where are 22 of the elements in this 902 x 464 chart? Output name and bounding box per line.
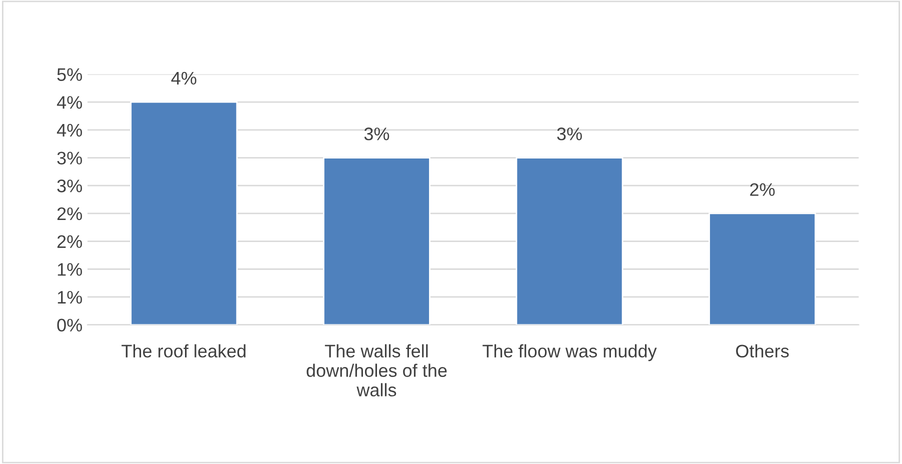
y-tick-label: 2% [57, 235, 82, 248]
y-tick-label: 1% [58, 263, 82, 276]
x-tick-label: The roof leaked [122, 344, 246, 358]
bar [322, 157, 430, 325]
data-label: 3% [557, 128, 582, 140]
y-tick-label: 4% [56, 124, 82, 137]
data-label: 3% [364, 128, 390, 140]
x-tick-label: The walls fell down/holes of the walls [306, 344, 447, 396]
y-tick-label: 3% [57, 180, 82, 192]
data-label: 2% [750, 183, 775, 196]
y-tick-label: 1% [58, 290, 82, 304]
y-tick-label: 5% [57, 68, 82, 81]
bar [516, 157, 624, 325]
y-tick-label: 2% [57, 207, 82, 220]
x-tick-label: Others [736, 344, 789, 358]
bar [708, 212, 816, 325]
x-tick-label: The floow was muddy [482, 344, 657, 362]
y-tick-label: 4% [56, 96, 82, 109]
bar [130, 101, 238, 325]
data-label: 4% [171, 72, 196, 85]
y-tick-label: 0% [57, 318, 82, 332]
y-tick-label: 3% [57, 152, 82, 164]
